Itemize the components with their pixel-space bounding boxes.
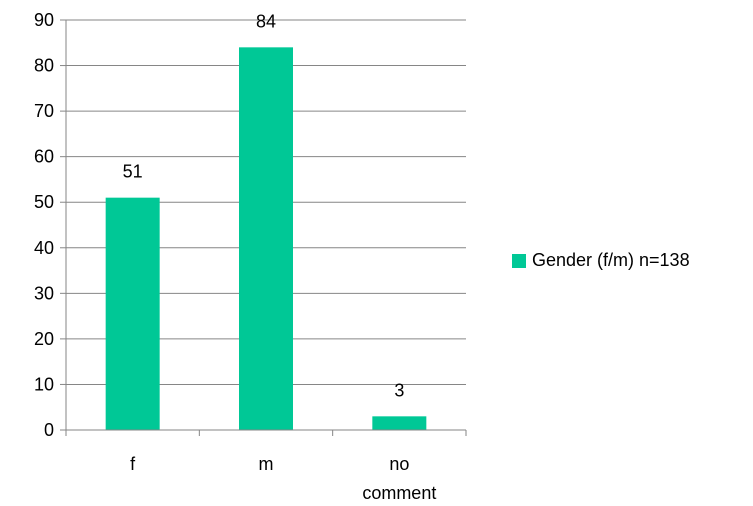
- y-tick-label: 60: [34, 147, 54, 167]
- bar-no-comment: [372, 416, 427, 430]
- y-tick-label: 80: [34, 56, 54, 76]
- x-tick-label: m: [259, 454, 274, 474]
- data-label: 51: [123, 162, 143, 182]
- y-tick-label: 70: [34, 101, 54, 121]
- data-label: 84: [256, 11, 276, 31]
- y-tick-label: 20: [34, 329, 54, 349]
- data-label: 3: [394, 380, 404, 400]
- legend-swatch: [512, 253, 526, 268]
- y-tick-label: 90: [34, 10, 54, 30]
- y-tick-label: 10: [34, 374, 54, 394]
- bar-f: [105, 197, 160, 430]
- x-tick-label: no comment: [362, 454, 436, 503]
- legend: Gender (f/m) n=138: [512, 250, 690, 271]
- legend-label: Gender (f/m) n=138: [532, 250, 690, 270]
- y-tick-label: 40: [34, 238, 54, 258]
- x-tick-label: f: [130, 454, 136, 474]
- y-tick-label: 30: [34, 283, 54, 303]
- bar-m: [239, 47, 293, 430]
- x-axis: f m no comment: [65, 429, 467, 503]
- data-labels: 51 84 3: [123, 11, 405, 400]
- bars: [105, 47, 427, 430]
- y-tick-label: 50: [34, 192, 54, 212]
- y-axis: 0 10 20 30 40 50 60 70 80 90: [34, 10, 67, 440]
- y-tick-label: 0: [44, 420, 54, 440]
